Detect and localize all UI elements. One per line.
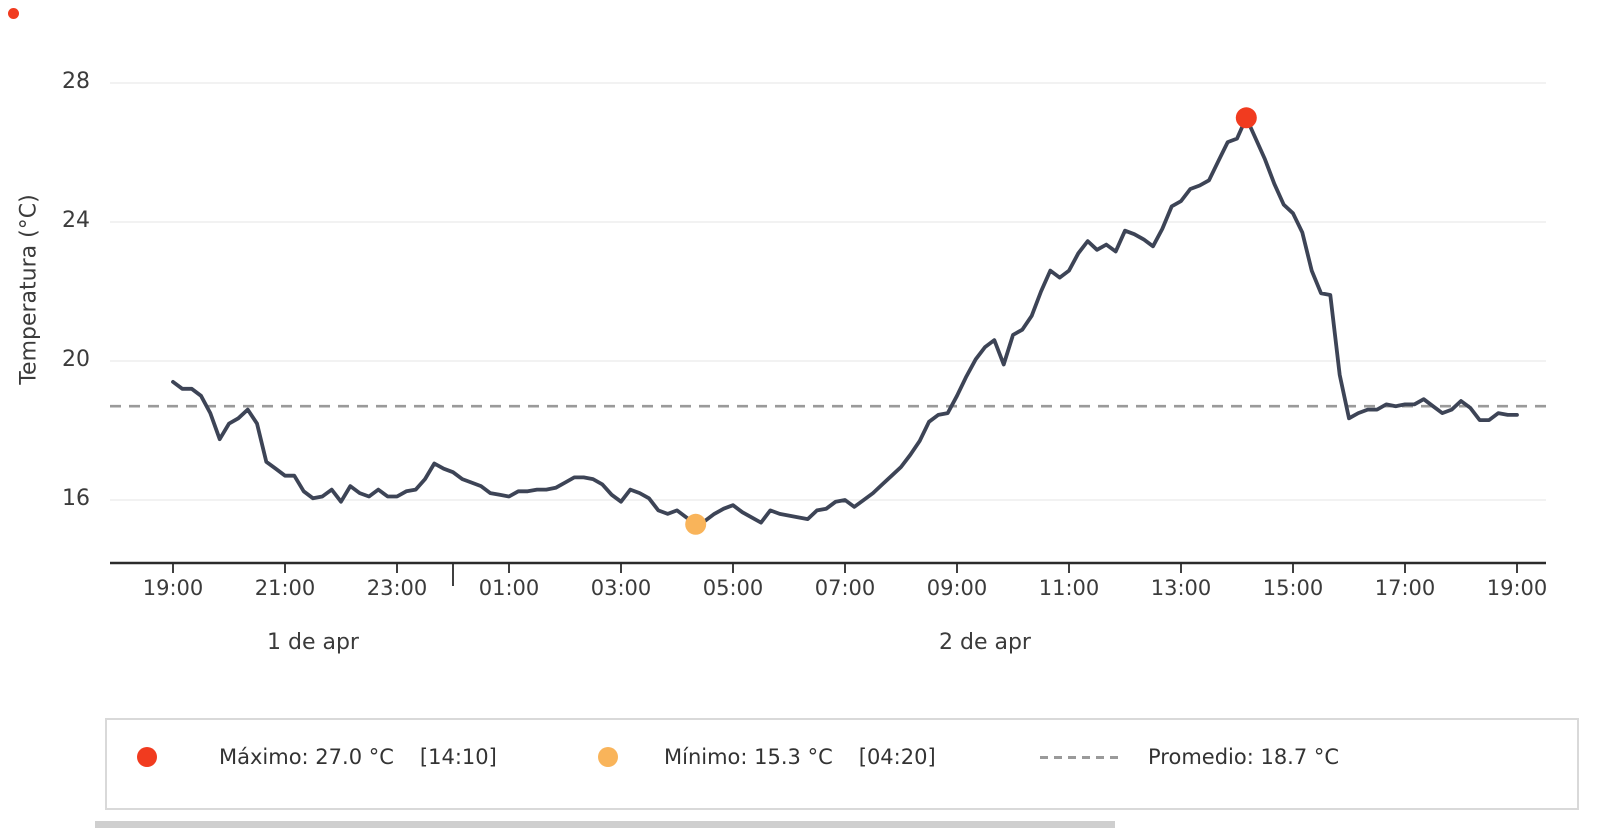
max-marker-legend-icon (137, 747, 157, 767)
min-marker (685, 513, 707, 535)
y-tick-label: 20 (62, 347, 90, 372)
y-tick-label: 24 (62, 208, 90, 233)
average-dashed-line-icon (1040, 755, 1120, 759)
legend-min-time: [04:20] (858, 745, 936, 769)
legend (105, 718, 1579, 810)
legend-max-time: [14:10] (419, 745, 497, 769)
max-marker (1235, 107, 1257, 129)
legend-min-label: Mínimo: 15.3 °C (664, 745, 833, 769)
legend-average-label: Promedio: 18.7 °C (1148, 745, 1340, 769)
legend-item-min: Mínimo: 15.3 °C [04:20] (598, 742, 936, 772)
day-label-1: 1 de apr (267, 630, 359, 655)
y-tick-label: 16 (62, 486, 90, 511)
x-tick-label: 19:00 (142, 576, 204, 600)
x-tick-label: 01:00 (478, 576, 540, 600)
legend-item-max: Máximo: 27.0 °C [14:10] (137, 742, 497, 772)
x-tick-label: 21:00 (254, 576, 316, 600)
legend-item-average: Promedio: 18.7 °C (1040, 742, 1339, 772)
x-tick-label: 05:00 (702, 576, 764, 600)
temperature-line (171, 115, 1519, 527)
x-tick-label: 09:00 (926, 576, 988, 600)
min-marker-legend-icon (598, 747, 618, 767)
day-label-2: 2 de apr (939, 630, 1031, 655)
legend-max-label: Máximo: 27.0 °C (219, 745, 394, 769)
x-tick-label: 17:00 (1374, 576, 1436, 600)
cursor-dot (8, 8, 19, 19)
x-tick-label: 11:00 (1038, 576, 1100, 600)
x-tick-label: 23:00 (366, 576, 428, 600)
x-tick-label: 15:00 (1262, 576, 1324, 600)
bottom-edge-bar (95, 821, 1115, 828)
plot-svg (110, 82, 1546, 586)
x-tick-label: 03:00 (590, 576, 652, 600)
x-tick-label: 13:00 (1150, 576, 1212, 600)
y-tick-label: 28 (62, 69, 90, 94)
y-axis-title: Temperatura (°C) (16, 194, 42, 385)
x-tick-label: 19:00 (1486, 576, 1548, 600)
x-tick-label: 07:00 (814, 576, 876, 600)
